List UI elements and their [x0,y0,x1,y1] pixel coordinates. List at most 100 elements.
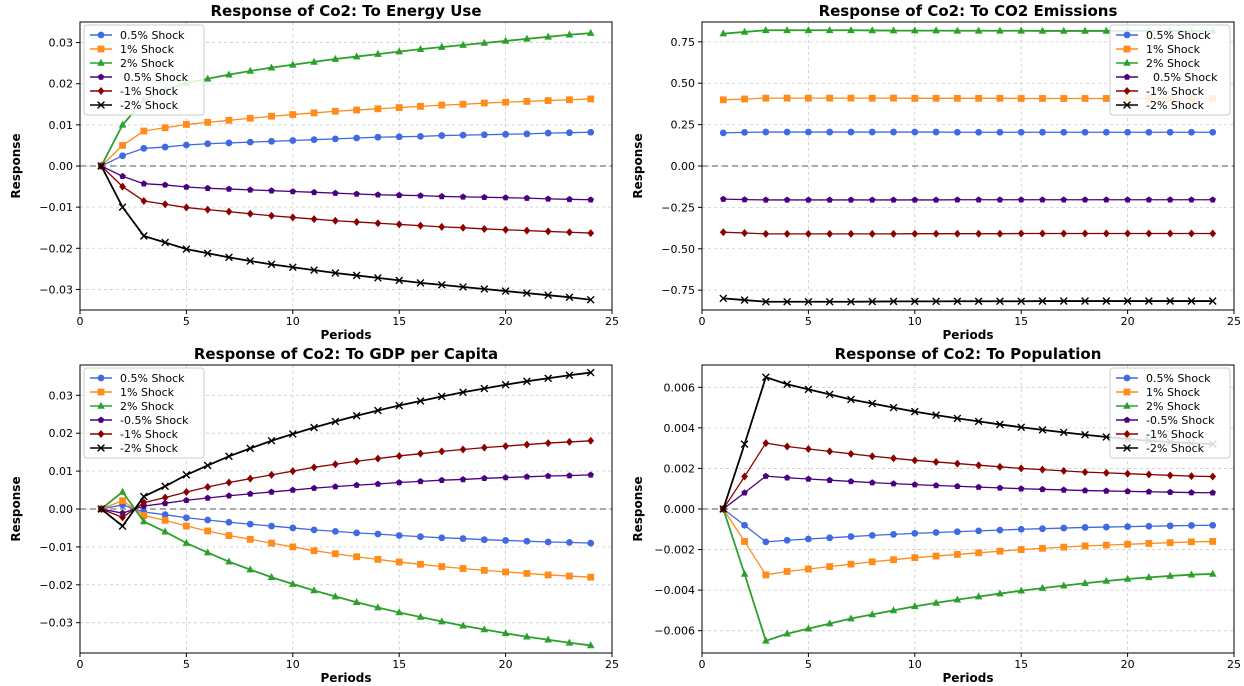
data-point [762,196,770,203]
data-point [805,128,812,136]
data-point [523,226,531,235]
data-point [1039,128,1046,136]
data-point [1017,464,1025,473]
data-point [847,26,855,34]
data-point [183,496,190,504]
data-point [932,457,940,466]
data-point [501,380,510,389]
data-point [544,538,552,546]
data-point [1124,196,1131,203]
data-point [847,229,855,238]
legend-item: 1% Shock [1116,43,1201,56]
x-tick-label: 20 [1121,315,1135,328]
data-point [501,36,510,44]
y-tick-label: −0.01 [39,541,73,554]
legend-marker [1123,401,1131,409]
data-point [1039,525,1046,533]
y-tick-label: 0.01 [49,465,74,478]
data-point [804,26,813,34]
data-point [1123,574,1132,582]
data-point [459,535,467,542]
data-point [183,522,190,530]
legend-marker [97,416,105,423]
legend-marker [97,73,105,80]
data-point [565,371,574,380]
data-point [118,203,127,212]
data-point [459,131,467,139]
legend-item: 0.5% Shock [90,29,185,42]
data-point [868,128,876,136]
data-point [331,216,339,225]
data-point [288,263,297,272]
data-point [204,494,211,501]
data-point [310,484,318,491]
data-point [353,190,360,197]
x-tick-label: 25 [1227,658,1241,671]
data-point [437,281,446,289]
data-point [1017,95,1025,102]
data-point [204,483,212,492]
data-point [502,194,509,201]
data-point [417,221,424,230]
data-point [395,47,403,55]
data-point [1102,433,1111,441]
series-line [722,442,1213,510]
data-point [586,28,595,36]
data-point [353,134,361,142]
legend-item: 0.5% Shock [90,372,185,385]
legend-marker [97,87,105,95]
data-point [225,253,233,262]
legend-item: -1% Shock [90,428,179,441]
data-point [847,395,855,404]
data-point [1081,128,1089,136]
data-point [417,449,424,458]
data-point [459,283,467,291]
data-point [847,94,855,102]
data-point [459,100,467,108]
legend-label: 2% Shock [1146,400,1201,413]
data-point [225,532,233,539]
legend-label: 0.5% Shock [120,29,185,42]
legend-item: -1% Shock [1116,428,1205,441]
data-point [783,380,792,389]
data-point [911,554,919,562]
data-point [975,229,983,238]
data-point [395,220,403,229]
data-point [246,114,254,122]
data-point [416,278,425,287]
legend-item: 2% Shock [1116,400,1201,413]
data-point [868,229,876,238]
legend-box [1109,367,1231,459]
data-point [975,549,983,557]
data-point [225,452,233,461]
data-point [889,26,898,34]
data-point [395,608,403,616]
data-point [203,74,212,82]
data-point [310,136,318,144]
series-line [722,508,1213,576]
y-axis-label: Response [9,133,23,198]
data-point [544,97,552,104]
data-point [310,57,318,65]
data-point [996,94,1004,102]
data-point [783,128,791,136]
data-point [996,229,1004,238]
data-point [225,478,233,487]
data-point [826,447,834,456]
legend-item: -2% Shock [1116,99,1205,112]
data-point [1166,571,1174,579]
chart-title: Response of Co2: To Energy Use [210,2,481,20]
series-line [100,131,591,167]
legend-item: 2% Shock [1116,57,1201,70]
series-line [722,508,1213,543]
data-point [1102,297,1111,305]
data-point [1188,472,1195,481]
data-point [932,229,940,238]
x-tick-label: 25 [605,658,619,671]
data-point [825,297,834,306]
data-point [203,249,212,258]
series-3 [720,472,1216,512]
data-point [438,476,445,483]
data-point [289,524,297,532]
data-point [502,474,509,481]
